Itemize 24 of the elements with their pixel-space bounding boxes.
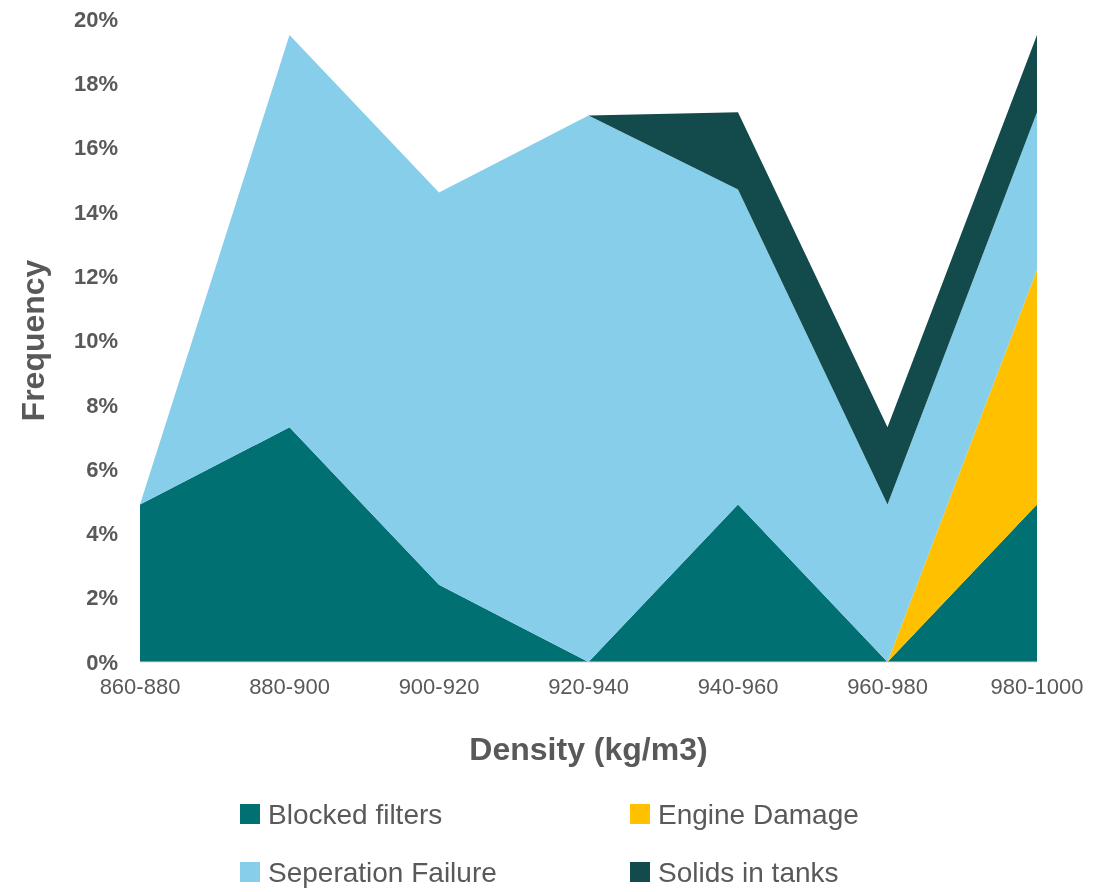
y-axis-title: Frequency	[15, 259, 51, 422]
x-tick-label: 900-920	[398, 674, 480, 699]
legend-label: Solids in tanks	[658, 856, 839, 888]
y-tick-label: 14%	[73, 199, 118, 225]
y-tick-label: 4%	[86, 521, 118, 547]
legend-label: Seperation Failure	[268, 856, 497, 888]
y-tick-label: 16%	[73, 135, 118, 161]
y-tick-label: 8%	[86, 392, 118, 418]
legend-label: Blocked filters	[268, 798, 443, 830]
x-tick-label: 980-1000	[990, 674, 1084, 699]
x-tick-label: 860-880	[99, 674, 181, 699]
y-tick-label: 0%	[86, 649, 118, 675]
x-tick-label: 920-940	[548, 674, 629, 699]
y-tick-label: 2%	[86, 585, 118, 611]
x-tick-label: 960-980	[847, 674, 928, 699]
x-tick-label: 880-900	[249, 674, 330, 699]
x-tick-label: 940-960	[697, 674, 779, 699]
x-axis-title: Density (kg/m3)	[469, 731, 708, 767]
y-tick-label: 18%	[73, 71, 118, 96]
y-tick-label: 20%	[73, 6, 118, 32]
legend-label: Engine Damage	[658, 798, 859, 830]
y-tick-label: 12%	[73, 263, 118, 289]
y-tick-label: 10%	[73, 328, 118, 354]
y-tick-label: 6%	[86, 456, 118, 482]
